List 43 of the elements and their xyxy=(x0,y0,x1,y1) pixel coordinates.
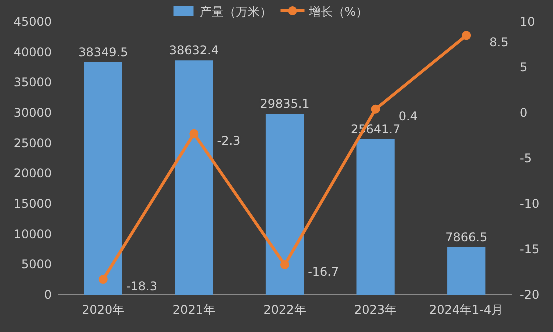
data-label: -18.3 xyxy=(126,280,158,294)
point xyxy=(280,260,290,270)
x-tick-label: 2024年1-4月 xyxy=(430,303,504,317)
data-label: -2.3 xyxy=(217,134,241,148)
y-tick-label: 35000 xyxy=(14,76,52,90)
y-tick-label: 25000 xyxy=(14,136,52,150)
bar xyxy=(356,139,395,295)
y-tick-label: 20000 xyxy=(14,166,52,181)
y2-tick-label: 0 xyxy=(520,106,528,120)
data-label: 38349.5 xyxy=(78,45,128,60)
y2-tick-label: 10 xyxy=(520,15,536,29)
legend-label: 产量（万米） xyxy=(200,5,272,19)
y-tick-label: 10000 xyxy=(14,227,52,242)
y-tick-label: 45000 xyxy=(14,15,52,29)
data-label: -16.7 xyxy=(308,264,340,279)
x-tick-label: 2020年 xyxy=(82,303,125,317)
y-tick-label: 15000 xyxy=(14,197,52,211)
y2-tick-label: 5 xyxy=(520,60,528,74)
data-label: 7866.5 xyxy=(446,230,488,244)
y-tick-label: 30000 xyxy=(14,106,52,120)
bar xyxy=(266,114,304,295)
y2-tick-label: -5 xyxy=(520,152,532,166)
bar xyxy=(175,60,214,295)
y2-tick-label: -15 xyxy=(520,242,540,256)
y-tick-label: 5000 xyxy=(21,258,52,272)
bar xyxy=(84,62,122,295)
data-label: 0.4 xyxy=(398,109,418,124)
y-tick-label: 40000 xyxy=(14,45,52,60)
point xyxy=(371,104,380,114)
y-tick-label: 0 xyxy=(44,288,52,302)
legend-label: 增长（%） xyxy=(308,5,368,19)
bar xyxy=(448,247,486,295)
data-label: 29835.1 xyxy=(260,97,310,111)
y2-tick-label: -20 xyxy=(520,288,540,302)
data-label: 8.5 xyxy=(490,36,509,50)
point xyxy=(462,31,472,40)
point xyxy=(98,275,108,284)
x-tick-label: 2023年 xyxy=(354,303,398,317)
point xyxy=(190,129,199,138)
y2-tick-label: -10 xyxy=(520,197,540,211)
x-tick-label: 2021年 xyxy=(172,303,216,317)
data-label: 38632.4 xyxy=(169,44,220,58)
x-tick-label: 2022年 xyxy=(264,303,306,317)
